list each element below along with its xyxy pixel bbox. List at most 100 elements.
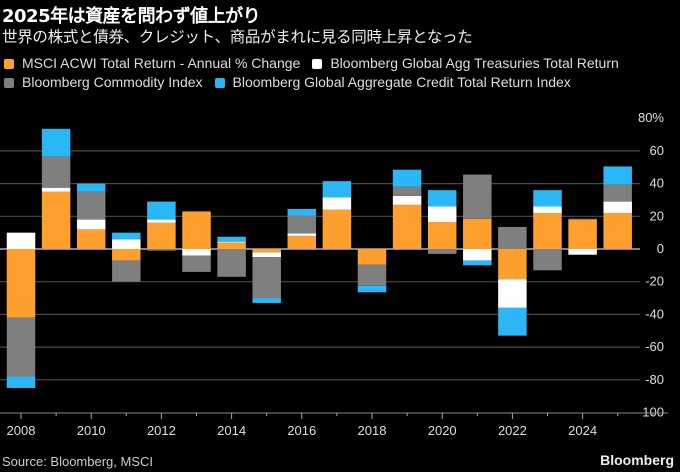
bar-segment-2024-s0 <box>568 219 597 249</box>
legend-item-treasuries: Bloomberg Global Agg Treasuries Total Re… <box>312 54 619 73</box>
bar-segment-2008-s1 <box>6 232 36 249</box>
bar-segment-2019-s2 <box>392 186 422 196</box>
legend-label-treasuries: Bloomberg Global Agg Treasuries Total Re… <box>330 55 619 71</box>
bar-segment-2025-s3 <box>603 166 632 185</box>
bar-segment-2010-s3 <box>76 183 106 192</box>
y-tick-label: -20 <box>645 274 664 289</box>
y-tick-label: 40 <box>650 176 664 191</box>
y-axis: 80% 60 40 20 0 -20 -40 -60 -80 -100 <box>638 110 664 419</box>
y-tick-label: -100 <box>638 405 664 420</box>
bar-segment-2017-s3 <box>322 181 352 198</box>
bar-segment-2016-s1 <box>287 233 317 236</box>
bar-segment-2008-s2 <box>6 317 36 377</box>
legend-label-credit: Bloomberg Global Aggregate Credit Total … <box>232 74 571 90</box>
bar-segment-2014-s1 <box>217 241 246 243</box>
bar-segment-2014-s3 <box>217 236 246 242</box>
bar-segment-2017-s1 <box>322 197 352 210</box>
legend-swatch-treasuries <box>312 58 323 69</box>
legend: MSCI ACWI Total Return - Annual % Change… <box>4 54 631 92</box>
bar-segment-2016-s3 <box>287 208 317 216</box>
bar-segment-2013-s0 <box>182 211 211 249</box>
y-tick-label: -80 <box>645 372 664 387</box>
bar-segment-2022-s2 <box>498 226 527 249</box>
legend-label-commodity: Bloomberg Commodity Index <box>22 74 203 90</box>
bar-segment-2018-s3 <box>357 285 387 293</box>
x-tick-label: 2024 <box>568 423 597 438</box>
legend-swatch-msci <box>4 58 14 69</box>
bar-segment-2010-s1 <box>76 219 106 230</box>
bar-segment-2009-s2 <box>41 156 71 188</box>
source-note: Source: Bloomberg, MSCI <box>2 454 154 469</box>
bar-segment-2009-s1 <box>41 187 71 192</box>
bar-segment-2024-s2 <box>568 218 597 220</box>
bar-segment-2015-s3 <box>252 298 281 303</box>
y-tick-label: 60 <box>650 143 664 158</box>
legend-swatch-commodity <box>4 77 14 88</box>
bar-segment-2018-s0 <box>357 249 387 265</box>
bar-segment-2017-s0 <box>322 209 352 249</box>
bar-segment-2015-s1 <box>252 252 281 258</box>
legend-item-commodity: Bloomberg Commodity Index <box>4 73 203 92</box>
x-tick-label: 2010 <box>77 423 106 438</box>
bar-segment-2020-s3 <box>427 190 457 207</box>
bar-segment-2025-s2 <box>603 184 632 202</box>
bar-segment-2023-s1 <box>533 206 562 214</box>
bar-segment-2009-s3 <box>41 128 71 157</box>
bar-segment-2012-s1 <box>147 219 176 223</box>
bar-segment-2015-s2 <box>252 257 281 299</box>
bar-segment-2022-s0 <box>498 249 527 280</box>
bar-segment-2012-s0 <box>147 222 176 249</box>
bars <box>6 128 632 388</box>
bar-segment-2008-s0 <box>6 249 36 318</box>
bar-segment-2016-s2 <box>287 215 317 234</box>
bar-segment-2020-s2 <box>427 249 457 254</box>
y-tick-label: 0 <box>657 241 664 256</box>
y-tick-label: 80% <box>638 110 664 125</box>
legend-label-msci: MSCI ACWI Total Return - Annual % Change <box>22 55 301 71</box>
bloomberg-logo: Bloomberg <box>600 452 674 468</box>
y-tick-label: -40 <box>645 306 664 321</box>
bar-segment-2022-s3 <box>498 307 527 336</box>
legend-swatch-credit <box>214 77 225 88</box>
x-tick-label: 2014 <box>217 423 246 438</box>
bar-segment-2011-s2 <box>112 260 141 282</box>
bar-segment-2025-s1 <box>603 201 632 214</box>
bar-segment-2019-s3 <box>392 169 422 187</box>
x-axis: 2008 2010 2012 2014 2016 2018 2020 2022 2024 <box>0 412 668 438</box>
bar-segment-2019-s0 <box>392 204 422 249</box>
x-tick-label: 2022 <box>498 423 527 438</box>
bar-segment-2012-s3 <box>147 201 176 220</box>
x-tick-label: 2020 <box>428 423 457 438</box>
bar-segment-2013-s2 <box>182 255 211 272</box>
bar-segment-2020-s1 <box>427 206 457 223</box>
legend-item-msci: MSCI ACWI Total Return - Annual % Change <box>4 54 300 73</box>
bar-segment-2011-s0 <box>112 249 141 261</box>
bar-segment-2021-s3 <box>463 260 492 266</box>
bar-segment-2023-s2 <box>533 249 562 271</box>
bar-segment-2016-s0 <box>287 235 317 249</box>
legend-item-credit: Bloomberg Global Aggregate Credit Total … <box>214 73 571 92</box>
y-tick-label: -60 <box>645 339 664 354</box>
chart-subtitle: 世界の株式と債券、クレジット、商品がまれに見る同時上昇となった <box>2 28 473 46</box>
bar-segment-2011-s1 <box>112 239 141 249</box>
bar-segment-2009-s0 <box>41 191 71 249</box>
bar-segment-2020-s0 <box>427 222 457 249</box>
bar-segment-2024-s1 <box>568 249 597 255</box>
bar-segment-2021-s2 <box>463 174 492 219</box>
chart-title: 2025年は資産を問わず値上がり <box>2 6 261 27</box>
bar-segment-2021-s0 <box>463 218 492 249</box>
bar-segment-2012-s2 <box>147 249 176 251</box>
bar-segment-2018-s2 <box>357 264 387 286</box>
y-tick-label: 20 <box>650 208 664 223</box>
gridlines <box>0 150 640 381</box>
bar-segment-2013-s1 <box>182 249 211 256</box>
bar-segment-2011-s3 <box>112 232 141 240</box>
bar-segment-2008-s3 <box>6 376 36 388</box>
bar-segment-2019-s1 <box>392 195 422 205</box>
bar-segment-2023-s0 <box>533 213 562 249</box>
bar-segment-2022-s1 <box>498 279 527 308</box>
x-tick-label: 2008 <box>7 423 36 438</box>
x-tick-label: 2016 <box>287 423 316 438</box>
bar-segment-2015-s0 <box>252 249 281 253</box>
